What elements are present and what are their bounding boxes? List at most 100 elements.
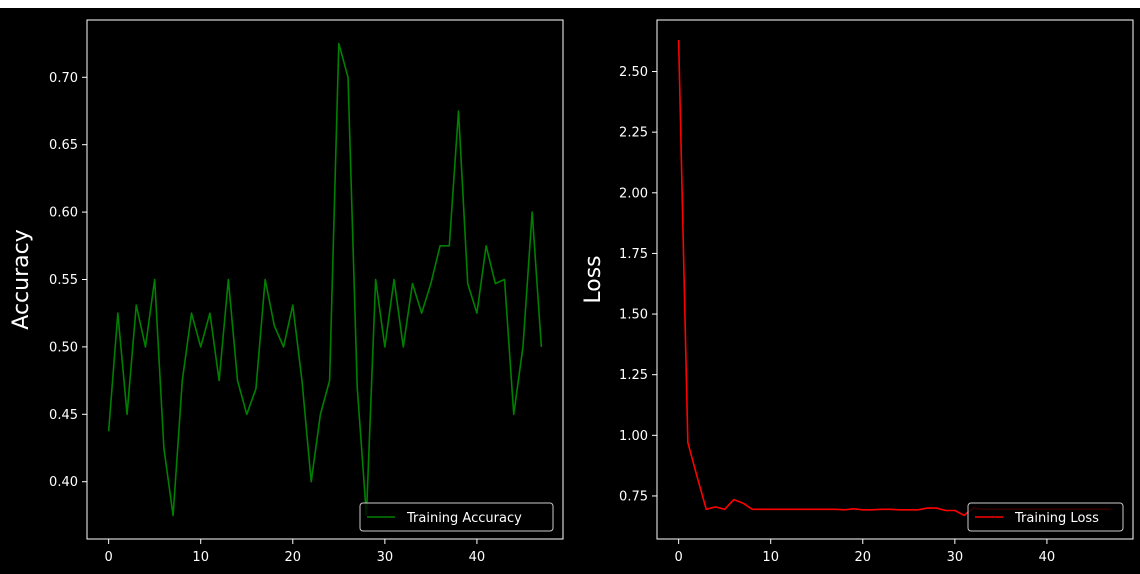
loss-data-point bbox=[825, 508, 827, 510]
accuracy-x-tick-label: 30 bbox=[377, 550, 394, 565]
accuracy-data-point bbox=[246, 413, 248, 415]
loss-chart: 0 10 20 30 40 0.75 1.00 1.25 1.50 1.75 2.00 2.25 2.5… bbox=[581, 19, 1134, 565]
loss-x-tick-label: 40 bbox=[1039, 550, 1056, 565]
loss-x-tick-label: 0 bbox=[674, 550, 682, 565]
accuracy-data-point bbox=[237, 380, 239, 382]
loss-y-tick-label: 1.75 bbox=[619, 247, 648, 262]
accuracy-data-point bbox=[319, 413, 321, 415]
accuracy-x-tick-label: 0 bbox=[104, 550, 112, 565]
accuracy-data-point bbox=[522, 346, 524, 348]
accuracy-data-point bbox=[190, 312, 192, 314]
accuracy-data-point bbox=[393, 279, 395, 281]
accuracy-data-point bbox=[504, 279, 506, 281]
loss-data-point bbox=[733, 499, 735, 501]
accuracy-y-tick-label: 0.55 bbox=[49, 273, 78, 288]
accuracy-data-point bbox=[476, 312, 478, 314]
accuracy-data-point bbox=[181, 380, 183, 382]
loss-y-tick-label: 0.75 bbox=[619, 489, 648, 504]
accuracy-data-point bbox=[218, 380, 220, 382]
accuracy-data-point bbox=[264, 279, 266, 281]
accuracy-data-point bbox=[384, 346, 386, 348]
loss-data-point bbox=[797, 508, 799, 510]
accuracy-data-point bbox=[347, 76, 349, 78]
loss-data-point bbox=[678, 39, 680, 41]
accuracy-data-point bbox=[200, 346, 202, 348]
loss-data-point bbox=[853, 508, 855, 510]
accuracy-data-point bbox=[135, 304, 137, 306]
loss-data-point bbox=[908, 509, 910, 511]
loss-data-point bbox=[816, 508, 818, 510]
accuracy-data-point bbox=[329, 380, 331, 382]
loss-data-point bbox=[935, 507, 937, 509]
accuracy-data-point bbox=[485, 245, 487, 247]
window-top-strip bbox=[0, 0, 1140, 8]
accuracy-y-tick-label: 0.45 bbox=[49, 408, 78, 423]
accuracy-data-point bbox=[356, 386, 358, 388]
accuracy-data-point bbox=[126, 413, 128, 415]
accuracy-data-point bbox=[494, 283, 496, 285]
loss-legend: Training Loss bbox=[967, 502, 1124, 532]
accuracy-y-tick-label: 0.65 bbox=[49, 138, 78, 153]
loss-data-point bbox=[751, 508, 753, 510]
loss-data-point bbox=[705, 508, 707, 510]
loss-legend-box bbox=[967, 502, 1124, 532]
loss-y-axis-label: Loss bbox=[581, 255, 606, 303]
accuracy-data-point bbox=[540, 346, 542, 348]
loss-data-point bbox=[687, 442, 689, 444]
accuracy-data-point bbox=[310, 481, 312, 483]
loss-y-tick-label: 2.00 bbox=[619, 186, 648, 201]
accuracy-chart: 0 10 20 30 40 0.40 0.45 0.50 0.55 0.60 0.65 0.70 Acc… bbox=[9, 19, 564, 565]
accuracy-y-tick-label: 0.60 bbox=[49, 206, 78, 221]
accuracy-x-tick-label: 40 bbox=[469, 550, 486, 565]
loss-y-tick-label: 1.50 bbox=[619, 308, 648, 323]
accuracy-data-point bbox=[283, 346, 285, 348]
accuracy-data-point bbox=[467, 283, 469, 285]
accuracy-y-axis-label: Accuracy bbox=[9, 229, 34, 329]
accuracy-data-point bbox=[430, 283, 432, 285]
accuracy-data-point bbox=[301, 380, 303, 382]
accuracy-data-point bbox=[439, 245, 441, 247]
accuracy-x-tick-label: 10 bbox=[192, 550, 209, 565]
accuracy-data-point bbox=[458, 110, 460, 112]
accuracy-data-point bbox=[209, 312, 211, 314]
loss-y-tick-label: 2.25 bbox=[619, 126, 648, 141]
loss-data-point bbox=[742, 502, 744, 504]
accuracy-data-point bbox=[411, 283, 413, 285]
accuracy-legend-box bbox=[359, 502, 554, 532]
loss-x-tick-label: 20 bbox=[855, 550, 872, 565]
accuracy-y-tick-label: 0.40 bbox=[49, 475, 78, 490]
loss-data-point bbox=[945, 510, 947, 512]
accuracy-legend: Training Accuracy bbox=[359, 502, 554, 532]
accuracy-data-point bbox=[144, 346, 146, 348]
loss-data-point bbox=[834, 508, 836, 510]
loss-data-point bbox=[917, 509, 919, 511]
accuracy-data-point bbox=[108, 430, 110, 432]
loss-data-point bbox=[862, 509, 864, 511]
loss-y-tick-label: 1.00 bbox=[619, 429, 648, 444]
loss-data-point bbox=[963, 514, 965, 516]
loss-data-point bbox=[696, 476, 698, 478]
loss-data-point bbox=[788, 508, 790, 510]
loss-data-point bbox=[760, 508, 762, 510]
loss-y-tick-label: 2.50 bbox=[619, 65, 648, 80]
accuracy-data-point bbox=[154, 279, 156, 281]
accuracy-data-point bbox=[402, 346, 404, 348]
loss-data-point bbox=[880, 508, 882, 510]
loss-data-point bbox=[724, 508, 726, 510]
accuracy-y-tick-label: 0.50 bbox=[49, 340, 78, 355]
accuracy-x-tick-label: 20 bbox=[285, 550, 302, 565]
accuracy-data-point bbox=[448, 245, 450, 247]
accuracy-data-point bbox=[117, 312, 119, 314]
loss-data-point bbox=[871, 509, 873, 511]
loss-data-point bbox=[889, 508, 891, 510]
accuracy-data-point bbox=[531, 211, 533, 213]
loss-data-point bbox=[807, 508, 809, 510]
loss-data-point bbox=[954, 510, 956, 512]
accuracy-data-point bbox=[292, 304, 294, 306]
accuracy-data-point bbox=[255, 388, 257, 390]
loss-data-point bbox=[899, 509, 901, 511]
accuracy-series-line bbox=[107, 42, 543, 517]
loss-x-tick-label: 30 bbox=[947, 550, 964, 565]
accuracy-data-point bbox=[163, 447, 165, 449]
